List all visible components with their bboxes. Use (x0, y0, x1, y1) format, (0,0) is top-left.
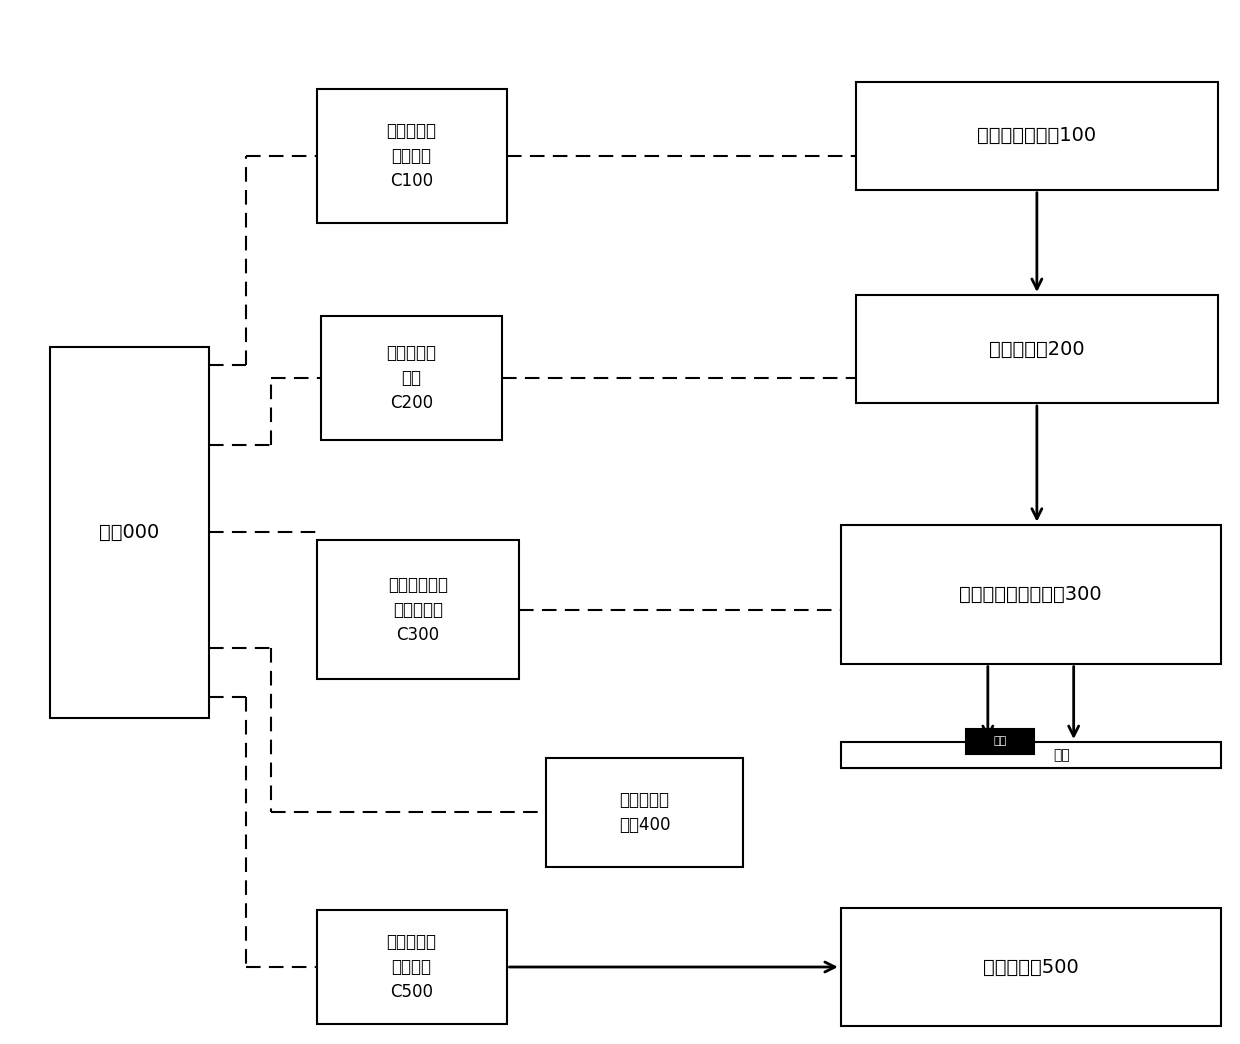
FancyBboxPatch shape (321, 316, 502, 440)
FancyBboxPatch shape (50, 347, 210, 717)
FancyBboxPatch shape (547, 758, 743, 867)
Text: 光学控制分
系统
C200: 光学控制分 系统 C200 (387, 343, 436, 411)
FancyBboxPatch shape (856, 81, 1218, 190)
Text: 温度监测分
系统400: 温度监测分 系统400 (619, 791, 671, 834)
FancyBboxPatch shape (841, 908, 1221, 1026)
Text: 硅片载片台
控制系统
C500: 硅片载片台 控制系统 C500 (387, 933, 436, 1001)
Text: 激光光源控
制分系统
C100: 激光光源控 制分系统 C100 (387, 122, 436, 190)
FancyBboxPatch shape (966, 729, 1034, 755)
FancyBboxPatch shape (316, 910, 507, 1024)
FancyBboxPatch shape (841, 742, 1221, 767)
Text: 空间光强调制分系统300: 空间光强调制分系统300 (960, 585, 1102, 603)
Text: 激光光源分系统100: 激光光源分系统100 (977, 126, 1096, 145)
Text: 光学分系统200: 光学分系统200 (990, 339, 1085, 358)
Text: 主机000: 主机000 (99, 523, 160, 542)
FancyBboxPatch shape (856, 294, 1218, 403)
Text: 空间光强调制
控制分系统
C300: 空间光强调制 控制分系统 C300 (388, 575, 448, 643)
FancyBboxPatch shape (841, 524, 1221, 664)
FancyBboxPatch shape (316, 90, 507, 223)
Text: 硅片载片台500: 硅片载片台500 (983, 957, 1079, 976)
FancyBboxPatch shape (316, 540, 518, 679)
Text: 硅片: 硅片 (1053, 748, 1070, 762)
Text: 光斑: 光斑 (993, 736, 1007, 746)
